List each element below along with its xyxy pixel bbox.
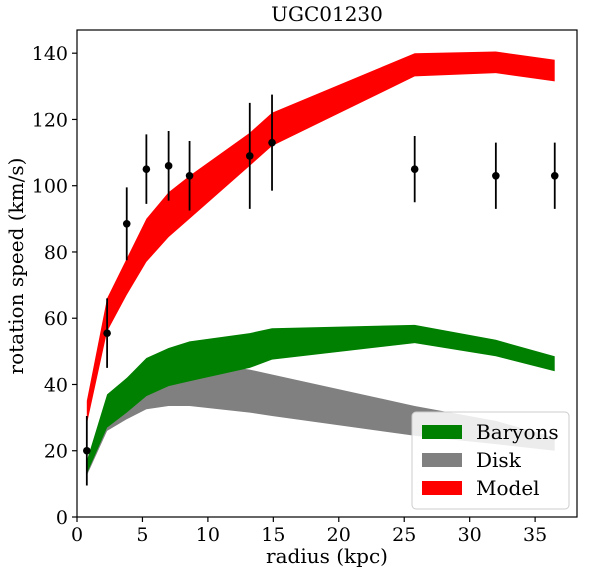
data-point	[245, 152, 254, 160]
x-tick-label: 10	[196, 524, 220, 546]
x-axis-label: radius (kpc)	[266, 544, 388, 568]
data-point	[164, 162, 173, 170]
y-tick-label: 80	[44, 242, 68, 264]
x-tick-label: 20	[327, 524, 351, 546]
legend-label-baryons: Baryons	[476, 420, 559, 444]
data-point-group	[245, 102, 254, 209]
y-axis-label: rotation speed (km/s)	[4, 158, 28, 375]
y-tick-label: 20	[44, 441, 68, 463]
y-tick-label: 120	[32, 109, 68, 131]
data-point-group	[550, 142, 559, 209]
y-tick-label: 40	[44, 374, 68, 396]
legend-swatch-model	[422, 481, 462, 495]
plot-area	[83, 51, 559, 486]
data-point	[185, 171, 194, 180]
x-tick-label: 30	[458, 524, 482, 546]
x-tick-label: 0	[71, 524, 83, 546]
y-tick-label: 100	[32, 176, 68, 198]
baryons-band	[86, 324, 555, 474]
plot-frame	[76, 29, 578, 518]
x-tick-label: 35	[523, 524, 547, 546]
data-point	[103, 329, 111, 337]
data-point-group	[492, 142, 500, 209]
data-point-group	[185, 140, 194, 211]
data-point-group	[142, 134, 151, 204]
data-point	[142, 165, 151, 173]
y-tick-label: 140	[32, 43, 68, 65]
data-point-group	[268, 94, 276, 191]
axes: 0 5 10 15 20 25 30 35 0 20 40 60 80 100 120 140	[32, 29, 578, 546]
x-tick-label: 15	[261, 524, 285, 546]
x-tick-label: 25	[392, 524, 416, 546]
data-point	[410, 165, 419, 173]
legend-swatch-disk	[422, 453, 462, 467]
y-tick-label: 60	[44, 308, 68, 330]
legend: Baryons Disk Model	[411, 411, 570, 510]
data-point	[550, 171, 559, 180]
x-tick-label: 5	[136, 524, 148, 546]
chart-title: UGC01230	[271, 2, 383, 26]
data-point-group	[164, 131, 173, 201]
disk-band	[86, 361, 555, 476]
y-tick-label: 0	[56, 507, 68, 529]
data-point	[268, 138, 276, 147]
data-point-group	[103, 298, 111, 368]
data-point	[122, 220, 131, 228]
legend-label-model: Model	[476, 476, 540, 500]
data-point-group	[410, 136, 419, 203]
data-point-group	[83, 415, 91, 486]
data-point-group	[122, 187, 131, 261]
series-group	[83, 51, 559, 486]
legend-swatch-baryons	[422, 425, 462, 439]
legend-label-disk: Disk	[476, 448, 522, 472]
data-point	[83, 446, 91, 455]
data-point	[492, 171, 500, 180]
